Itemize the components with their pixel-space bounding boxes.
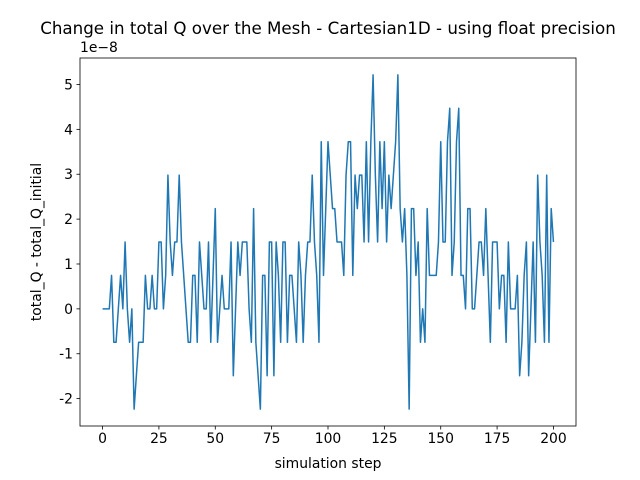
y-tick-label: -2 [59, 392, 73, 408]
x-tick-label: 75 [263, 431, 281, 447]
x-tick-label: 100 [315, 431, 342, 447]
y-offset-label: 1e−8 [80, 40, 118, 56]
x-tick-label: 200 [540, 431, 567, 447]
chart-title: Change in total Q over the Mesh - Cartes… [40, 18, 616, 38]
x-tick-label: 0 [98, 431, 107, 447]
y-tick-label: 1 [64, 257, 73, 273]
axes-frame [79, 57, 577, 427]
x-tick-label: 175 [484, 431, 511, 447]
x-tick-label: 50 [206, 431, 224, 447]
y-axis-label: total_Q - total_Q_initial [29, 163, 45, 321]
y-tick-label: 5 [64, 77, 73, 93]
x-tick-label: 125 [371, 431, 398, 447]
y-tick-label: 3 [64, 167, 73, 183]
y-tick-label: 2 [64, 212, 73, 228]
y-tick-label: 4 [64, 122, 73, 138]
x-tick-label: 25 [150, 431, 168, 447]
x-axis-label: simulation step [275, 456, 382, 472]
y-tick-label: 0 [64, 302, 73, 318]
data-line [102, 74, 555, 410]
y-tick-label: -1 [59, 347, 73, 363]
x-tick-label: 150 [427, 431, 454, 447]
